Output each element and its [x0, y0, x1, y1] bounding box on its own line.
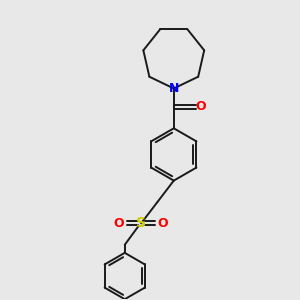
Text: O: O — [114, 217, 124, 230]
Text: S: S — [136, 216, 146, 230]
Text: O: O — [158, 217, 168, 230]
Text: O: O — [196, 100, 206, 113]
Text: N: N — [169, 82, 179, 95]
